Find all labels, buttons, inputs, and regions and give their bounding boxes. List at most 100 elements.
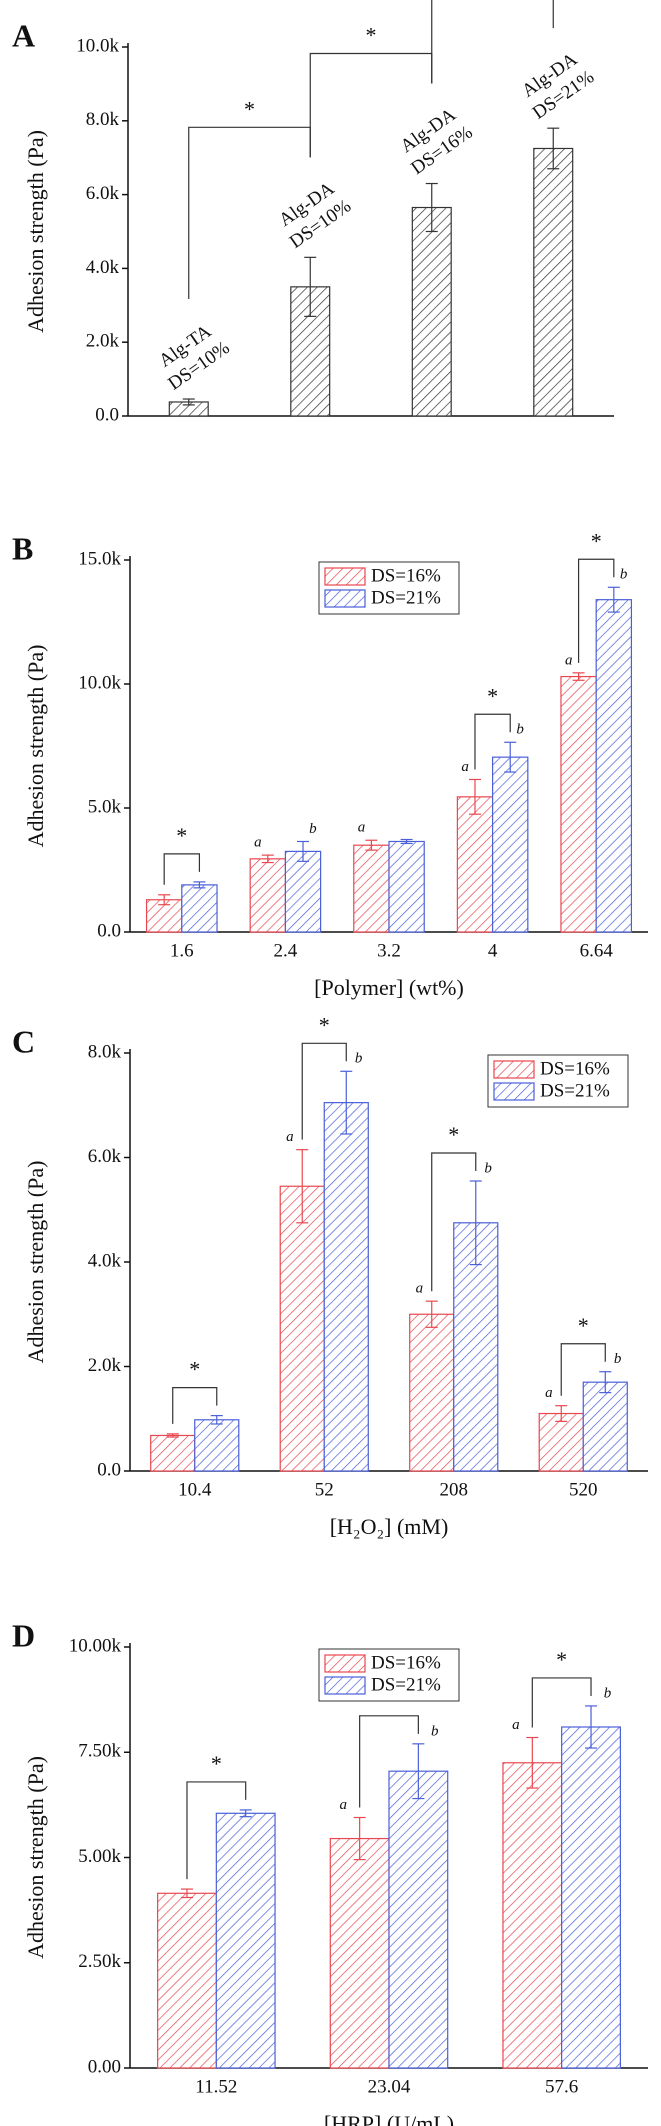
point-label: a — [286, 1129, 294, 1145]
legend: DS=16%DS=21% — [318, 1648, 460, 1702]
y-tick-label: 0.0 — [97, 1459, 121, 1480]
error-bar — [555, 1405, 568, 1422]
y-tick-label: 2.0k — [86, 331, 120, 352]
significance-bracket — [359, 1715, 419, 1808]
error-bar — [296, 1149, 309, 1224]
bar — [284, 850, 322, 933]
point-label: a — [512, 1717, 520, 1733]
point-label: a — [565, 652, 573, 668]
bar — [582, 1381, 628, 1472]
legend-swatch — [493, 1082, 535, 1101]
significance-bracket — [431, 1152, 477, 1292]
point-label: b — [620, 567, 628, 583]
point-label: b — [516, 722, 524, 738]
bar — [533, 147, 574, 417]
panel-label: B — [12, 530, 33, 566]
significance-bracket — [186, 1781, 247, 1880]
x-tick-label: 2.4 — [274, 940, 298, 961]
legend-label: DS=16% — [371, 1652, 441, 1673]
legend-swatch — [324, 589, 366, 608]
significance-label: * — [556, 1647, 567, 1672]
y-tick-label: 8.0k — [88, 1041, 122, 1062]
error-bar — [166, 1433, 179, 1438]
y-tick-label: 0.00 — [88, 2056, 121, 2077]
x-tick-label: 520 — [569, 1479, 598, 1500]
significance-bracket — [431, 0, 554, 84]
x-tick-label: 11.52 — [195, 2076, 237, 2097]
significance-bracket — [163, 853, 201, 885]
error-bar — [468, 778, 481, 815]
x-axis-label: [H₂O₂] (mM) — [330, 1514, 449, 1539]
significance-bracket — [560, 1343, 606, 1396]
error-bar — [158, 894, 171, 906]
y-tick-label: 10.0k — [76, 35, 119, 56]
legend-label: DS=16% — [371, 565, 441, 586]
point-label: b — [484, 1160, 492, 1176]
panel-label: A — [12, 17, 35, 53]
error-bar — [180, 1888, 193, 1899]
y-axis-label: Adhesion strength (Pa) — [23, 130, 48, 333]
y-tick-label: 4.0k — [86, 257, 120, 278]
bar — [456, 796, 494, 933]
bar — [492, 756, 529, 933]
x-tick-label: 10.4 — [178, 1479, 212, 1500]
legend-label: DS=21% — [371, 1674, 441, 1695]
error-bar — [585, 1705, 598, 1749]
error-bar — [297, 840, 310, 862]
significance-label: * — [487, 683, 498, 708]
y-axis-label: Adhesion strength (Pa) — [23, 1161, 48, 1364]
y-tick-label: 2.50k — [78, 1951, 121, 1972]
bar — [194, 1419, 240, 1472]
error-bar — [425, 1300, 438, 1328]
bar — [150, 1434, 196, 1472]
panel-label: D — [12, 1617, 35, 1653]
x-axis-label: [Polymer] (wt%) — [314, 975, 464, 1000]
y-axis-label: Adhesion strength (Pa) — [23, 645, 48, 848]
error-bar — [526, 1736, 539, 1789]
significance-bracket — [172, 1387, 218, 1424]
bar — [388, 840, 425, 933]
bar — [181, 884, 218, 933]
x-tick-label: 6.64 — [580, 940, 614, 961]
error-bar — [599, 1371, 612, 1394]
legend: DS=16%DS=21% — [487, 1054, 629, 1108]
significance-label: * — [448, 1122, 459, 1147]
error-bar — [304, 256, 317, 317]
x-tick-label: 1.6 — [170, 940, 194, 961]
point-label: a — [339, 1797, 347, 1813]
error-bar — [239, 1809, 252, 1818]
error-bar — [425, 182, 438, 233]
significance-bracket — [301, 1042, 347, 1140]
x-tick-label: 23.04 — [368, 2076, 411, 2097]
point-label: a — [545, 1385, 553, 1401]
point-label: b — [604, 1685, 612, 1701]
bar — [595, 599, 633, 933]
x-tick-label: 57.6 — [545, 2076, 578, 2097]
bar — [329, 1837, 390, 2069]
significance-label: * — [319, 1012, 330, 1037]
significance-bracket — [577, 558, 615, 663]
bar — [502, 1762, 563, 2069]
bar — [353, 844, 390, 933]
point-label: b — [614, 1351, 622, 1367]
error-bar — [547, 127, 560, 170]
point-label: b — [431, 1723, 439, 1739]
legend-swatch — [324, 1654, 366, 1673]
bar — [323, 1102, 369, 1472]
x-axis-label: [HRP] (U/mL) — [324, 2111, 454, 2126]
legend-swatch — [493, 1060, 535, 1079]
y-tick-label: 2.0k — [88, 1355, 122, 1376]
bar — [409, 1313, 455, 1472]
bar — [215, 1812, 276, 2069]
significance-label: * — [189, 1357, 200, 1382]
bar — [249, 858, 286, 933]
y-tick-label: 7.50k — [78, 1741, 121, 1762]
bar — [561, 1726, 621, 2069]
point-label: b — [355, 1051, 363, 1067]
y-tick-label: 10.0k — [78, 672, 121, 693]
y-tick-label: 0.0 — [97, 920, 121, 941]
